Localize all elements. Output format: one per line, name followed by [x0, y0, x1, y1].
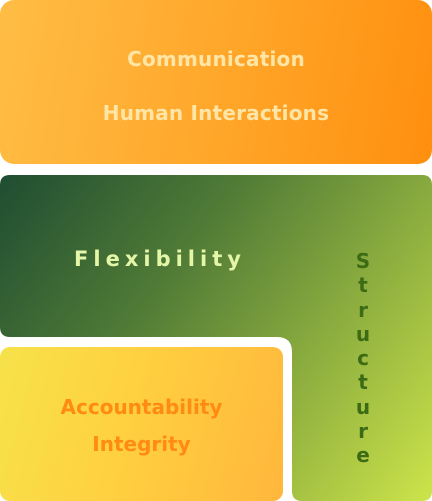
l-shape-background	[0, 175, 432, 501]
accountability-block: Accountability Integrity	[0, 347, 283, 501]
communication-block: Communication Human Interactions	[0, 0, 432, 164]
flexibility-label: Flexibility	[74, 247, 246, 271]
structure-letter: e	[356, 443, 370, 468]
structure-letter: t	[358, 370, 368, 395]
structure-letter: S	[355, 249, 371, 273]
integrity-label: Integrity	[92, 432, 191, 456]
communication-label: Communication	[127, 47, 305, 71]
structure-letter: r	[358, 297, 368, 322]
structure-letter: u	[355, 394, 371, 419]
structure-letter: c	[357, 346, 369, 371]
structure-letter: r	[358, 419, 368, 444]
accountability-label: Accountability	[60, 395, 223, 419]
structure-letter: t	[358, 273, 368, 298]
human-interactions-label: Human Interactions	[102, 101, 330, 125]
structure-letter: u	[355, 321, 371, 346]
